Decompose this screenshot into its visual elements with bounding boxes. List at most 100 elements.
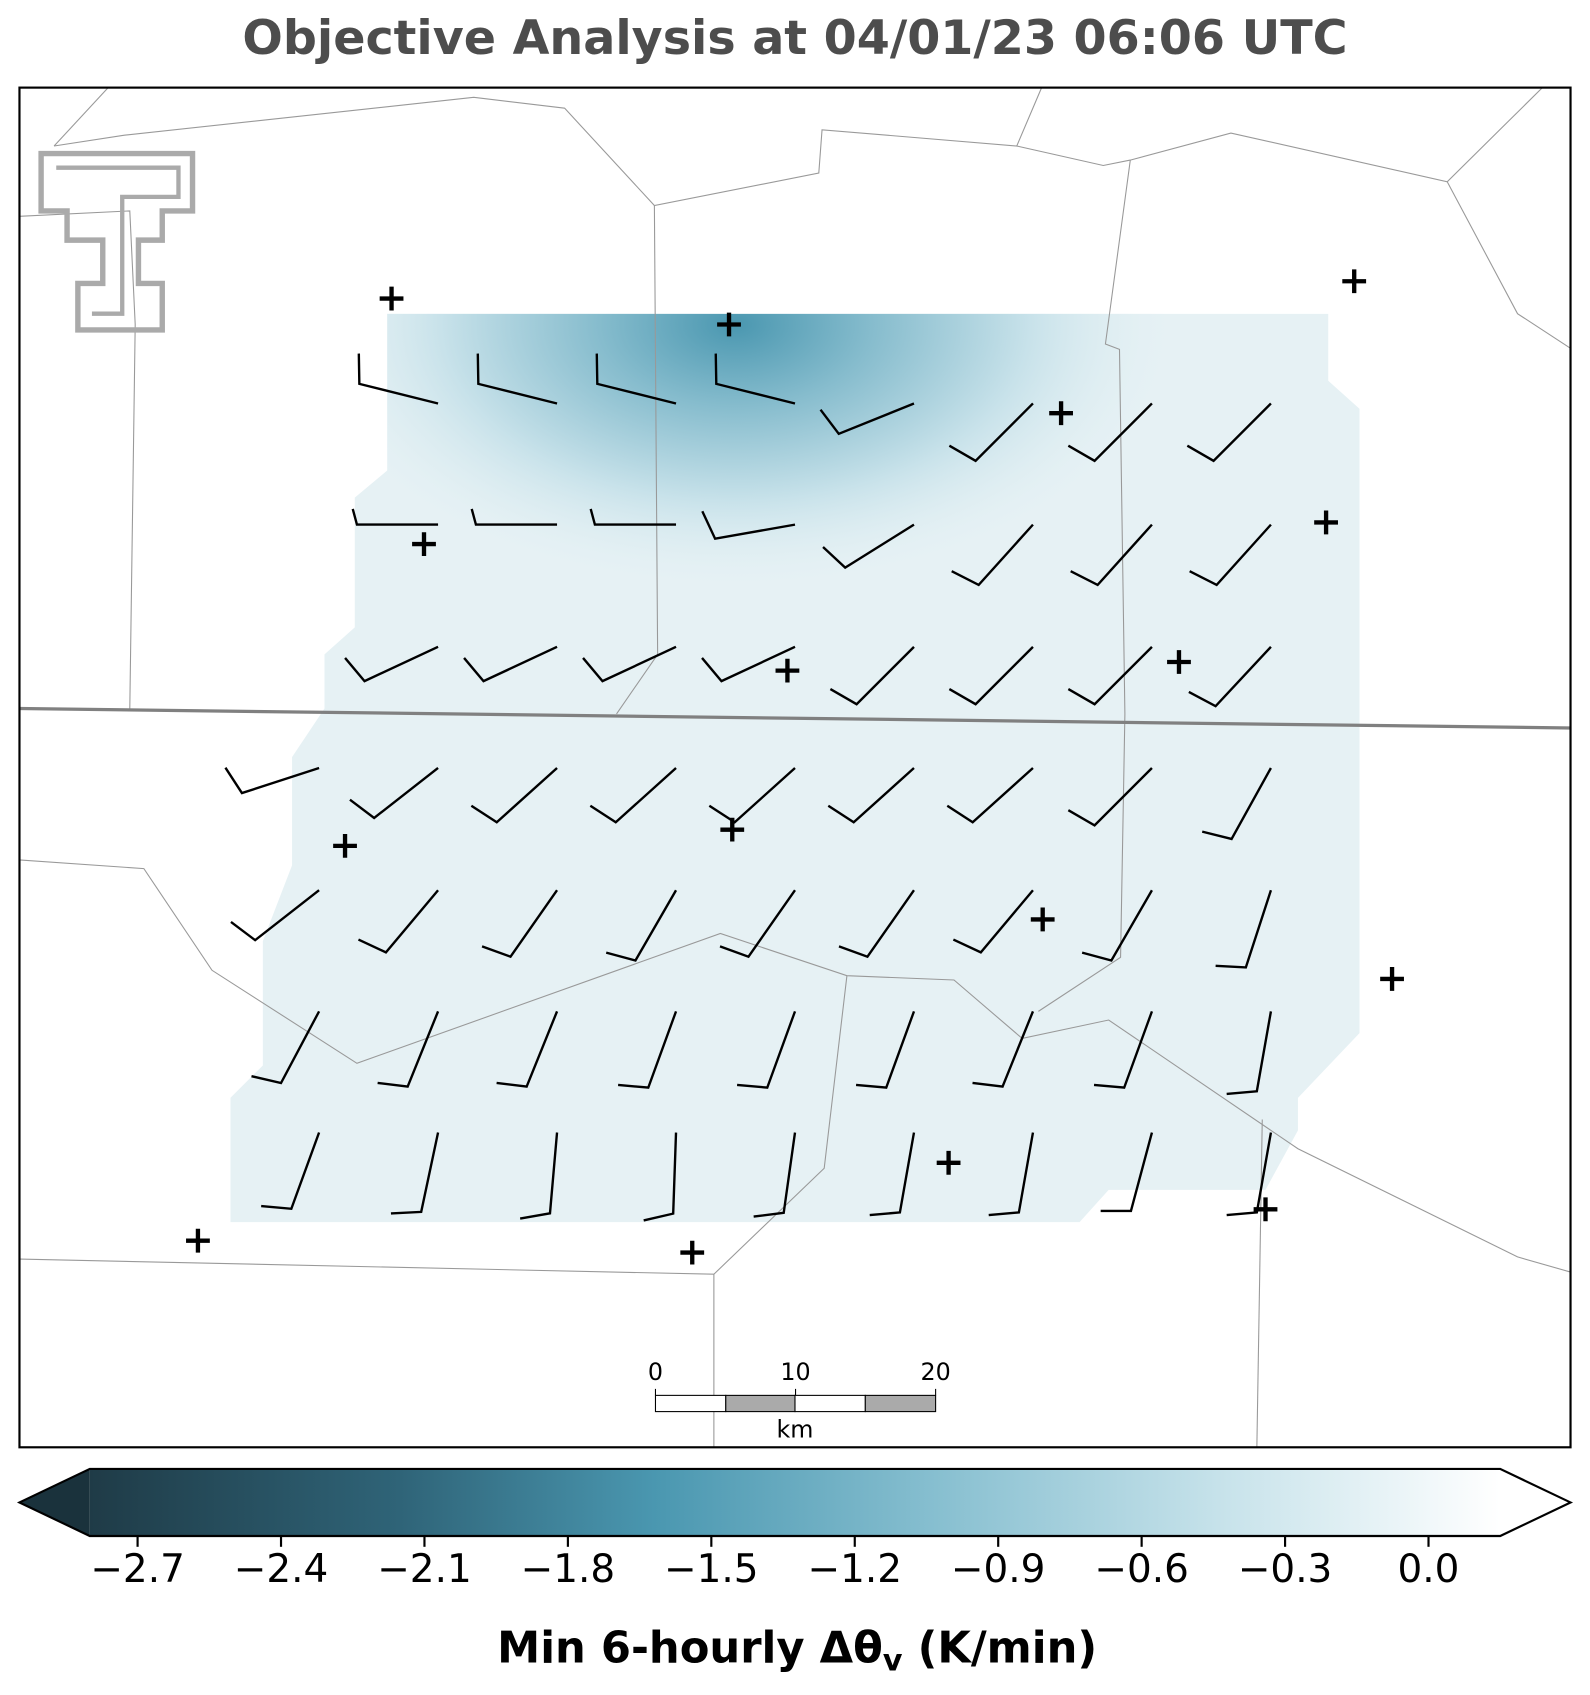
wind-barb (869, 1132, 916, 1217)
station (720, 817, 745, 842)
station (717, 312, 741, 337)
wind-barb (1215, 889, 1273, 969)
wind-barb (827, 767, 915, 824)
wind-barb (481, 889, 559, 959)
wind-barb (463, 645, 558, 683)
wind-barb (519, 1132, 559, 1220)
wind-barbs (224, 353, 1273, 1222)
wind-barb (377, 1010, 440, 1088)
colorbar-label: Min 6-hourly Δθv (K/min) (497, 1623, 1097, 1678)
scale-unit: km (777, 1416, 814, 1444)
station (1314, 510, 1338, 535)
station (1253, 1197, 1278, 1222)
colorbar-tick-label: −0.9 (951, 1547, 1046, 1592)
wind-barb (595, 353, 677, 405)
station (1049, 401, 1073, 426)
wind-barb (838, 889, 915, 959)
station (1030, 907, 1055, 932)
station (680, 1240, 705, 1265)
label-sub: v (883, 1643, 903, 1678)
wind-barb (719, 889, 796, 959)
scale-bar: 0 10 20 km (648, 1358, 951, 1443)
wind-barb (390, 1132, 440, 1215)
wind-barb (251, 1010, 321, 1085)
colorbar-fill (89, 1468, 1501, 1536)
colorbar-tick-label: −0.3 (1238, 1547, 1333, 1592)
wind-barb (753, 1132, 797, 1218)
station (1342, 269, 1367, 294)
station (1380, 967, 1404, 991)
wind-barb (357, 353, 439, 405)
wind-barb (470, 508, 558, 526)
colorbar-outline (16, 1467, 1574, 1538)
wind-barb (952, 889, 1034, 954)
wind-barb (972, 1010, 1035, 1088)
wind-barb (589, 508, 677, 526)
wind-barb (1067, 402, 1153, 463)
wind-barb (1093, 1010, 1154, 1089)
colorbar-tick-label: −2.1 (377, 1547, 472, 1592)
scale-tick-label: 20 (920, 1358, 950, 1386)
map-border (18, 86, 1572, 1449)
wind-barb (351, 508, 439, 526)
wind-barb (589, 767, 677, 824)
wind-barb (1201, 767, 1272, 841)
wind-barb (951, 523, 1034, 587)
wind-barb (1070, 523, 1153, 587)
colorbar-extend-low (19, 1468, 90, 1536)
wind-barb (476, 353, 558, 405)
station (775, 658, 800, 683)
wind-barb (224, 766, 320, 795)
scale-tick-label: 0 (648, 1358, 663, 1386)
wind-barb (230, 889, 320, 942)
colorbar-tick-label: 0.0 (1398, 1547, 1460, 1592)
colorbar-tick-label: −2.7 (90, 1547, 185, 1592)
label-main: Min 6-hourly Δθ (497, 1623, 883, 1673)
wind-barb (701, 645, 796, 683)
wind-barb (582, 645, 677, 683)
wind-barb (349, 767, 439, 820)
wind-barb (829, 646, 915, 706)
wind-barb (708, 767, 796, 824)
station (1167, 650, 1191, 674)
wind-barb (948, 402, 1034, 463)
station-markers (186, 269, 1404, 1265)
station (936, 1150, 961, 1175)
chart-title: Objective Analysis at 04/01/23 06:06 UTC (242, 11, 1347, 66)
university-logo (38, 150, 196, 333)
wind-barb (1226, 1132, 1273, 1217)
wind-barb (1067, 646, 1153, 706)
wind-barb (1081, 889, 1153, 962)
wind-barb (822, 523, 915, 570)
station (186, 1228, 210, 1253)
label-unit: (K/min) (903, 1623, 1098, 1673)
colorbar-extend-high (1500, 1468, 1571, 1536)
wind-barb (948, 646, 1034, 706)
county-lines (19, 87, 1571, 1448)
wind-barb (470, 767, 558, 824)
wind-barb (1188, 646, 1272, 708)
wind-barb (605, 889, 678, 962)
wind-barb (946, 767, 1034, 824)
colorbar-tick-label: −1.8 (521, 1547, 616, 1592)
wind-barb (1100, 1132, 1154, 1213)
colorbar-tick-label: −0.6 (1094, 1547, 1189, 1592)
colorbar: Min 6-hourly Δθv (K/min) −2.7 −2.4 −2.1 −1.… (16, 1467, 1574, 1678)
wind-barb (819, 402, 915, 436)
wind-barb (496, 1010, 559, 1088)
wind-barb (714, 353, 796, 405)
wind-barb (344, 645, 439, 683)
wind-barb (643, 1132, 678, 1222)
colorbar-tick-label: −1.2 (808, 1547, 903, 1592)
state-border (19, 706, 1571, 730)
wind-barb (357, 889, 439, 954)
station (333, 833, 357, 858)
station (379, 286, 404, 311)
scale-tick-label: 10 (780, 1358, 810, 1386)
wind-barb (618, 1010, 678, 1089)
wind-barb (1067, 767, 1153, 827)
colorbar-tick-label: −1.5 (664, 1547, 759, 1592)
colorbar-tick-label: −2.4 (234, 1547, 329, 1592)
station (412, 532, 436, 556)
